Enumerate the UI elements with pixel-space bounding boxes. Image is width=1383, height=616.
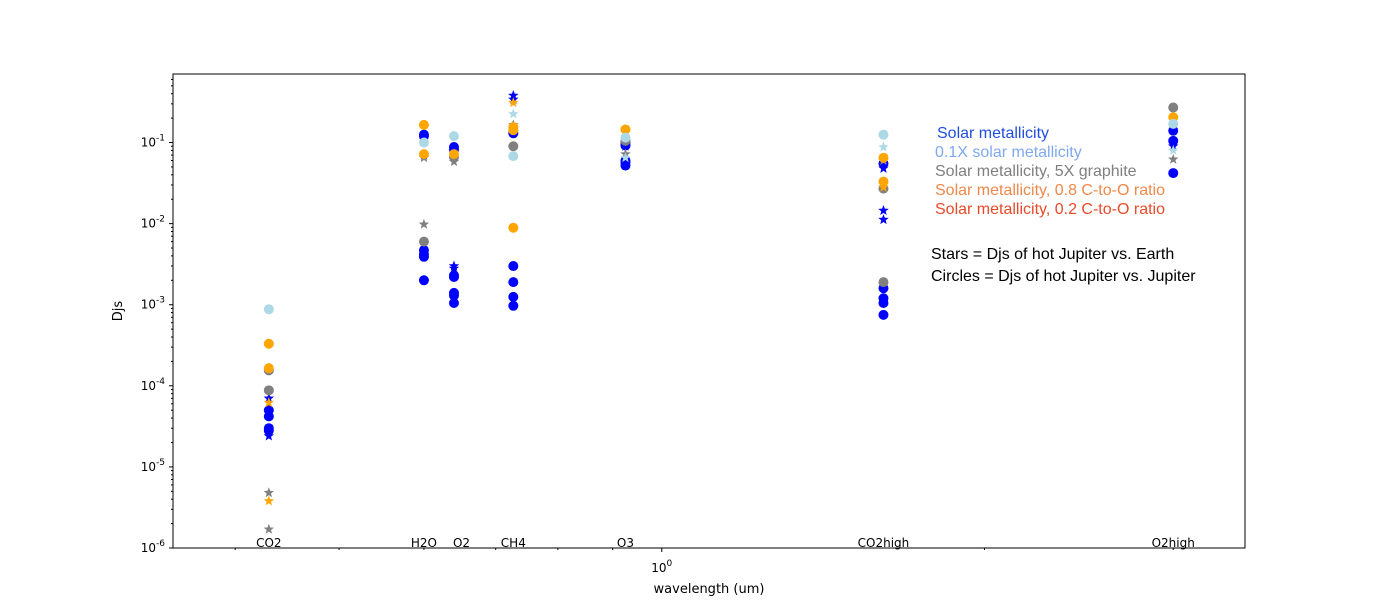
circle-point — [418, 275, 429, 286]
band-label: O2high — [1152, 536, 1195, 550]
circle-point — [878, 129, 889, 140]
y-axis-label: Djs — [111, 301, 126, 322]
star-point — [508, 108, 519, 119]
legend-entry: Solar metallicity — [937, 125, 1049, 142]
star-point — [620, 152, 631, 163]
circle-point — [418, 137, 429, 148]
circle-point — [508, 141, 519, 152]
star-point — [878, 162, 889, 173]
y-tick-label: 10-4 — [141, 377, 166, 393]
x-tick-label: 100 — [651, 559, 672, 575]
circle-point — [448, 298, 459, 309]
circle-point — [620, 132, 631, 143]
circle-point — [418, 149, 429, 160]
legend: Solar metallicity 0.1X solar metallicity S… — [935, 125, 1165, 218]
legend-entry: Solar metallicity, 0.8 C-to-O ratio — [935, 182, 1165, 199]
band-label: CO2 — [256, 536, 281, 550]
circle-point — [1168, 102, 1179, 113]
circle-point — [1168, 125, 1179, 136]
circle-point — [508, 222, 519, 233]
circle-point — [508, 277, 519, 288]
marker-note: Stars = Djs of hot Jupiter vs. Earth — [931, 246, 1174, 263]
marker-note: Circles = Djs of hot Jupiter vs. Jupiter — [931, 268, 1196, 285]
legend-entry: Solar metallicity, 0.2 C-to-O ratio — [935, 201, 1165, 218]
band-label: H2O — [411, 536, 437, 550]
circle-point — [448, 131, 459, 142]
circle-point — [620, 160, 631, 171]
circle-point — [263, 411, 274, 422]
circle-point — [263, 363, 274, 374]
star-point — [263, 487, 275, 498]
star-point — [878, 181, 889, 192]
y-tick-label: 10-2 — [141, 215, 165, 231]
circle-point — [878, 277, 889, 288]
plot-frame — [172, 73, 1246, 549]
star-point — [263, 430, 275, 441]
star-point — [263, 495, 275, 506]
star-point — [263, 397, 275, 408]
circle-point — [508, 125, 519, 136]
circle-point — [508, 291, 519, 302]
circle-point — [878, 176, 889, 187]
circle-point — [418, 119, 429, 130]
marker-notes: Stars = Djs of hot Jupiter vs. Earth Circ… — [931, 246, 1196, 285]
circle-point — [1168, 118, 1179, 129]
circle-point — [620, 124, 631, 135]
circle-point — [1168, 168, 1179, 179]
circle-point — [418, 236, 429, 247]
star-point — [878, 205, 889, 215]
circle-point — [263, 385, 274, 396]
circle-point — [418, 251, 429, 262]
circle-point — [878, 309, 889, 320]
legend-entry: 0.1X solar metallicity — [935, 144, 1082, 161]
star-point — [448, 156, 460, 167]
band-label: CO2high — [858, 536, 910, 550]
star-point — [1168, 144, 1179, 155]
band-label: O3 — [617, 536, 634, 550]
circle-point — [878, 152, 889, 163]
y-tick-labels: 10-6 10-5 10-4 10-3 10-2 10-1 — [141, 134, 166, 555]
legend-entry: Solar metallicity, 5X graphite — [935, 163, 1137, 180]
circle-point — [448, 290, 459, 301]
y-tick-label: 10-3 — [141, 296, 165, 312]
x-axis-label: wavelength (um) — [654, 582, 765, 597]
circle-point — [508, 300, 519, 311]
plot-marks — [263, 90, 1179, 534]
circle-point — [878, 298, 889, 309]
x-tick-labels: 100 — [651, 559, 672, 575]
circle-point — [508, 151, 519, 162]
star-point — [878, 141, 889, 152]
band-label: O2 — [453, 536, 470, 550]
star-point — [263, 523, 275, 534]
star-point — [418, 218, 430, 229]
y-tick-label: 10-1 — [141, 134, 165, 150]
band-labels: CO2 H2O O2 CH4 O3 CO2high O2high — [256, 536, 1195, 550]
star-point — [508, 97, 519, 108]
circle-point — [448, 149, 459, 160]
circle-point — [448, 271, 459, 282]
circle-point — [508, 261, 519, 272]
circle-point — [263, 338, 274, 349]
star-point — [448, 262, 460, 273]
star-point — [1168, 153, 1179, 164]
y-tick-label: 10-5 — [141, 458, 165, 474]
band-label: CH4 — [501, 536, 526, 550]
circle-point — [263, 304, 274, 315]
y-tick-label: 10-6 — [141, 539, 166, 555]
star-point — [878, 214, 889, 225]
